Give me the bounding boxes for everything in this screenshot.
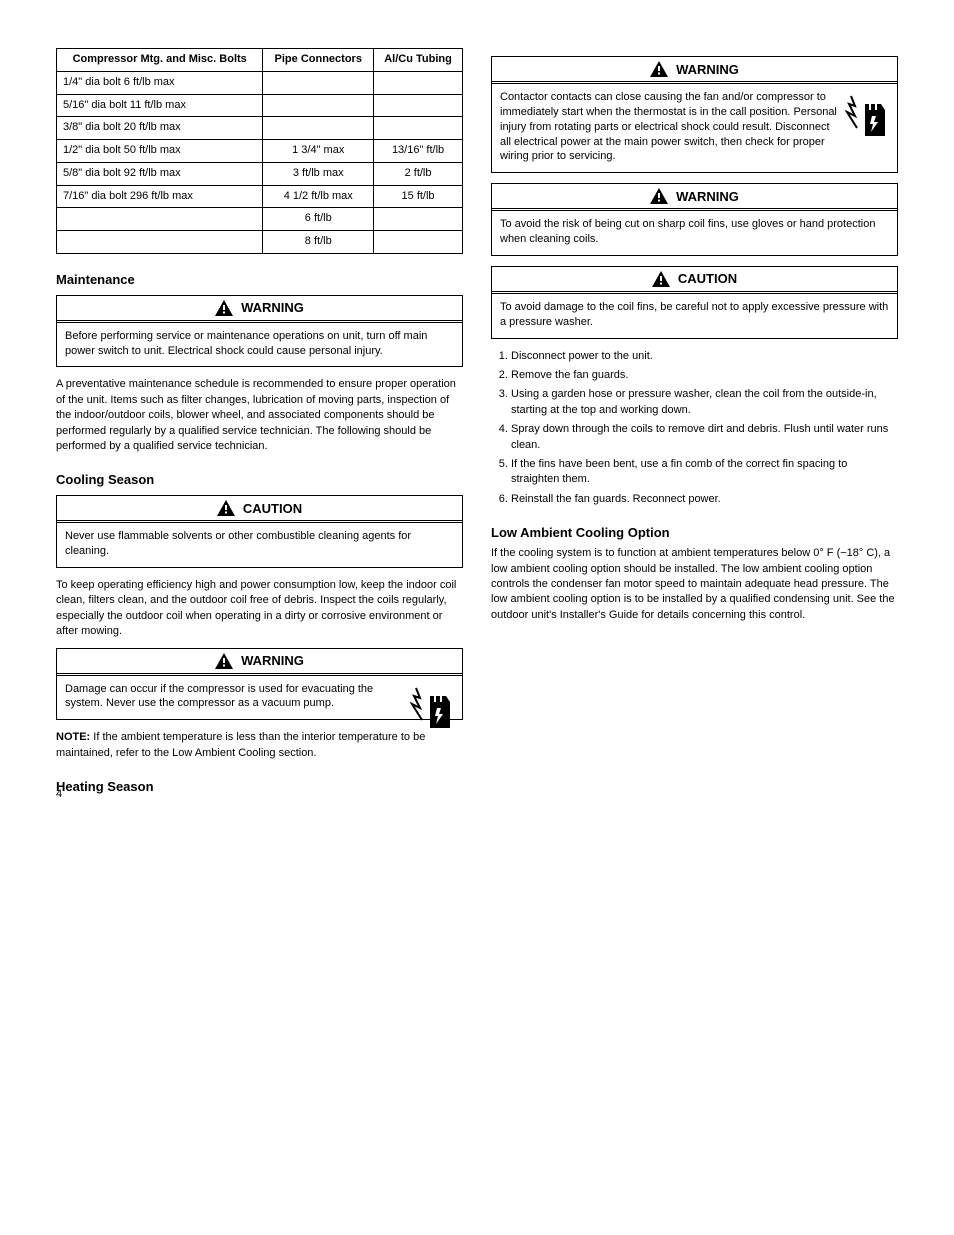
callout-body: Never use flammable solvents or other co… — [57, 523, 462, 567]
table-row: 6 ft/lb — [57, 208, 463, 231]
alert-icon — [650, 188, 668, 204]
callout-title: WARNING — [676, 62, 739, 77]
list-item: Remove the fan guards. — [511, 368, 898, 383]
table-header: Compressor Mtg. and Misc. Bolts — [57, 49, 263, 72]
table-row: 7/16" dia bolt 296 ft/lb max 4 1/2 ft/lb… — [57, 185, 463, 208]
alert-icon — [215, 653, 233, 669]
callout-body: Before performing service or maintenance… — [57, 323, 462, 367]
electrical-hazard-icon — [410, 684, 454, 732]
right-column: WARNING Contactor contacts can close cau… — [491, 48, 898, 629]
list-item: Spray down through the coils to remove d… — [511, 422, 898, 453]
section-cooling: Cooling Season — [56, 472, 463, 487]
page-number: 4 — [56, 788, 62, 800]
section-maintenance: Maintenance — [56, 272, 463, 287]
note: NOTE: If the ambient temperature is less… — [56, 730, 463, 761]
cleaning-steps: Disconnect power to the unit. Remove the… — [491, 349, 898, 508]
table-row: 1/2" dia bolt 50 ft/lb max 1 3/4" max 13… — [57, 140, 463, 163]
callout-title: WARNING — [241, 300, 304, 315]
warning-callout: WARNING Contactor contacts can close cau… — [491, 56, 898, 173]
list-item: If the fins have been bent, use a fin co… — [511, 457, 898, 488]
note-label: NOTE: — [56, 731, 90, 743]
table-row: 5/8" dia bolt 92 ft/lb max 3 ft/lb max 2… — [57, 162, 463, 185]
cooling-text: To keep operating efficiency high and po… — [56, 578, 463, 640]
callout-title: CAUTION — [243, 501, 302, 516]
low-ambient-text: If the cooling system is to function at … — [491, 546, 898, 623]
callout-body: Damage can occur if the compressor is us… — [57, 676, 462, 720]
list-item: Reinstall the fan guards. Reconnect powe… — [511, 492, 898, 507]
callout-body: To avoid damage to the coil fins, be car… — [492, 294, 897, 338]
alert-icon — [652, 271, 670, 287]
table-row: 8 ft/lb — [57, 231, 463, 254]
warning-callout: WARNING Damage can occur if the compress… — [56, 648, 463, 721]
alert-icon — [217, 500, 235, 516]
warning-callout: WARNING To avoid the risk of being cut o… — [491, 183, 898, 256]
section-low-ambient: Low Ambient Cooling Option — [491, 525, 898, 540]
warning-callout: WARNING Before performing service or mai… — [56, 295, 463, 368]
list-item: Disconnect power to the unit. — [511, 349, 898, 364]
callout-body: Contactor contacts can close causing the… — [492, 84, 897, 172]
note-text: If the ambient temperature is less than … — [56, 731, 425, 758]
callout-title: CAUTION — [678, 271, 737, 286]
left-column: Compressor Mtg. and Misc. Bolts Pipe Con… — [56, 48, 463, 800]
electrical-hazard-icon — [845, 92, 889, 140]
table-row: 3/8" dia bolt 20 ft/lb max — [57, 117, 463, 140]
section-heating: Heating Season — [56, 779, 463, 794]
list-item: Using a garden hose or pressure washer, … — [511, 387, 898, 418]
table-row: 5/16" dia bolt 11 ft/lb max — [57, 94, 463, 117]
table-header: Al/Cu Tubing — [374, 49, 463, 72]
torque-table: Compressor Mtg. and Misc. Bolts Pipe Con… — [56, 48, 463, 254]
alert-icon — [650, 61, 668, 77]
maintenance-intro: A preventative maintenance schedule is r… — [56, 377, 463, 454]
alert-icon — [215, 300, 233, 316]
caution-callout: CAUTION Never use flammable solvents or … — [56, 495, 463, 568]
caution-callout: CAUTION To avoid damage to the coil fins… — [491, 266, 898, 339]
callout-body: To avoid the risk of being cut on sharp … — [492, 211, 897, 255]
table-row: 1/4" dia bolt 6 ft/lb max — [57, 71, 463, 94]
callout-title: WARNING — [676, 189, 739, 204]
table-header: Pipe Connectors — [263, 49, 374, 72]
callout-title: WARNING — [241, 653, 304, 668]
